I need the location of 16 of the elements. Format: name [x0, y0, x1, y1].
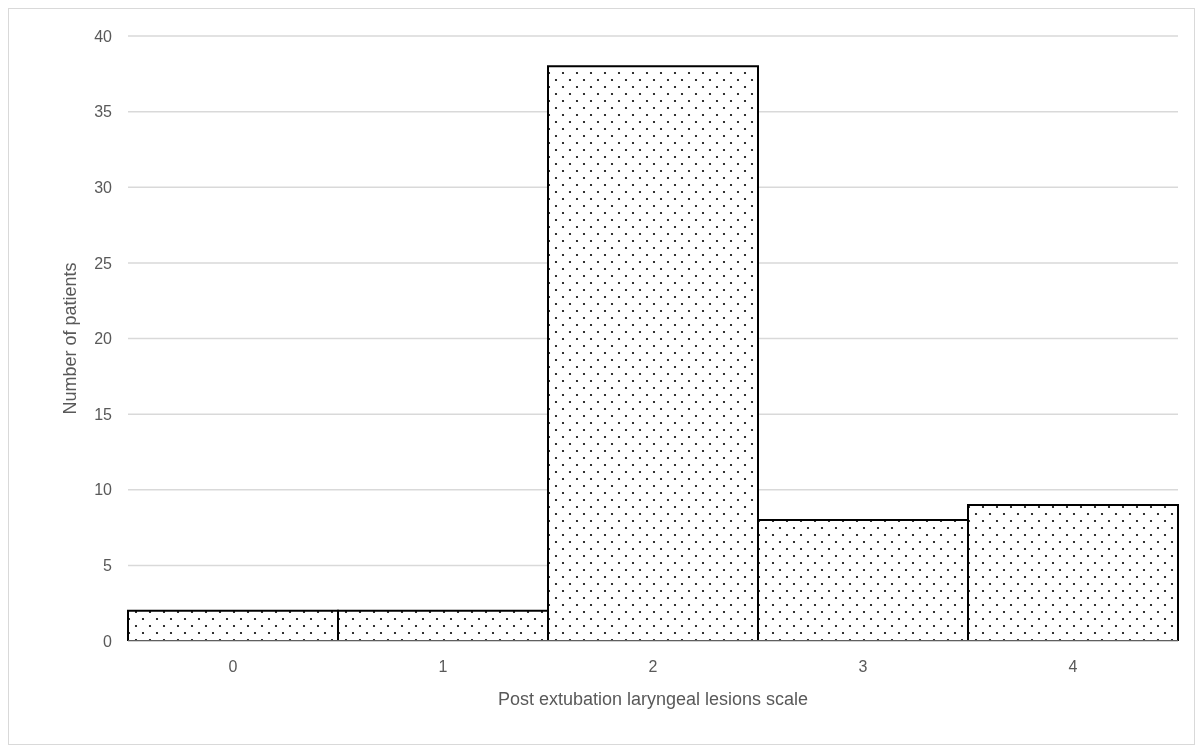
- y-tick-label: 10: [94, 481, 113, 499]
- y-axis-title: Number of patients: [60, 262, 81, 415]
- x-axis-title: Post extubation laryngeal lesions scale: [497, 689, 809, 709]
- x-tick-label: 1: [438, 658, 448, 676]
- x-tick-label: 0: [228, 658, 238, 676]
- y-tick-label: 15: [94, 405, 113, 423]
- y-tick-label: 5: [103, 557, 113, 575]
- x-tick-label: 3: [858, 658, 868, 676]
- y-tick-label: 35: [94, 103, 113, 121]
- x-tick-label: 4: [1068, 658, 1078, 676]
- y-tick-label: 30: [94, 178, 113, 196]
- y-tick-label: 40: [94, 27, 113, 45]
- x-tick-label: 2: [648, 658, 658, 676]
- y-tick-label: 25: [94, 254, 113, 272]
- y-tick-label: 20: [94, 330, 113, 348]
- y-tick-label: 0: [103, 632, 113, 650]
